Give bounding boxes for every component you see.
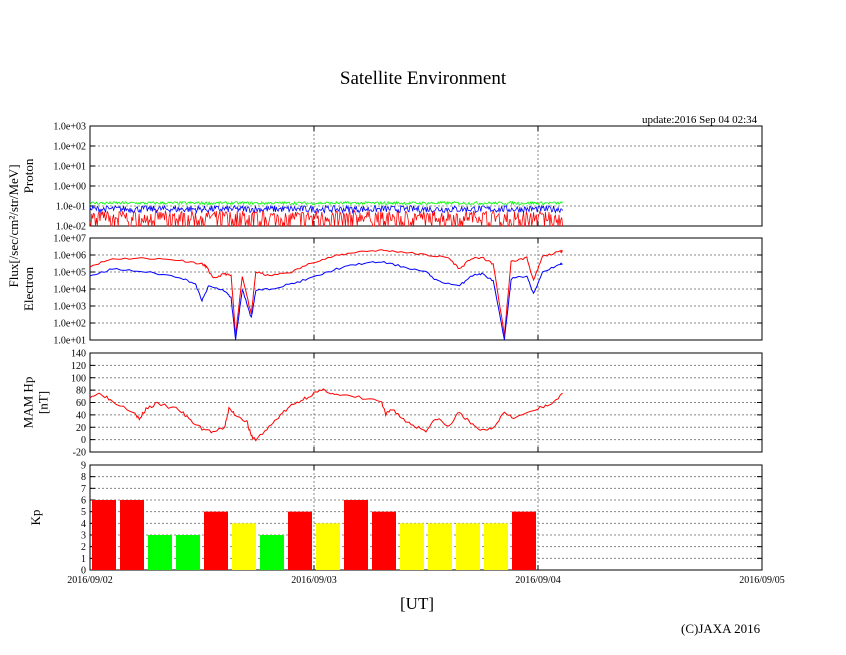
mam-hp-series [89, 388, 563, 442]
electron-ytick-label: 1.0e+07 [53, 234, 86, 245]
proton-ytick-label: 1.0e-01 [56, 202, 86, 213]
proton-series-red [89, 208, 563, 227]
kp-bar [344, 500, 368, 570]
proton-series-green [89, 200, 563, 206]
kp-xtick-label: 2016/09/03 [291, 575, 337, 586]
mam_hp-ytick-label: 60 [76, 398, 86, 409]
mam_hp-ylabel: MAM Hp [21, 377, 36, 429]
kp-bar [456, 523, 480, 570]
proton-panel: 1.0e-02 1.0e-01 1.0e+00 1.0e+01 1.0e+02 1.0e+… [53, 122, 763, 233]
kp-bar [512, 511, 536, 570]
copyright-credit: (C)JAXA 2016 [681, 621, 761, 636]
kp-xtick-label: 2016/09/02 [67, 575, 113, 586]
mam_hp-ytick-label: 140 [71, 349, 86, 360]
flux-ylabel: Flux[/sec/cm²/str/MeV] [6, 164, 21, 287]
kp-bar [260, 535, 284, 570]
kp-ytick-label: 6 [81, 496, 86, 507]
kp-bar [204, 511, 228, 570]
electron-ytick-label: 1.0e+03 [53, 302, 86, 313]
electron-ytick-label: 1.0e+01 [53, 336, 86, 347]
proton-ytick-label: 1.0e+00 [53, 182, 86, 193]
electron-panel: 1.0e+01 1.0e+02 1.0e+03 1.0e+04 1.0e+05 1.0e+… [53, 234, 763, 347]
mam_hp-ytick-label: 40 [76, 410, 86, 421]
kp-ytick-label: 3 [81, 531, 86, 542]
proton-ytick-label: 1.0e+03 [53, 122, 86, 133]
mam_hp-ytick-label: 120 [71, 361, 86, 372]
mam_hp-ytick-label: 0 [81, 435, 86, 446]
kp-ytick-label: 4 [81, 519, 86, 530]
kp-bar [176, 535, 200, 570]
kp-ytick-label: 7 [81, 484, 86, 495]
kp-ytick-label: 0 [81, 566, 86, 577]
kp-bar [120, 500, 144, 570]
kp-bar [372, 511, 396, 570]
electron-ytick-label: 1.0e+06 [53, 251, 86, 262]
electron-ytick-label: 1.0e+02 [53, 319, 86, 330]
electron-ylabel: Electron [21, 266, 36, 311]
mam_hp-ytick-label: -20 [73, 448, 86, 459]
mam_hp-frame [89, 352, 763, 453]
proton-ytick-label: 1.0e+02 [53, 142, 86, 153]
mam_hp-ytick-label: 20 [76, 423, 86, 434]
kp-ytick-label: 2 [81, 542, 86, 553]
kp-ylabel: Kp [28, 510, 43, 526]
kp-ytick-label: 8 [81, 472, 86, 483]
kp-bar [316, 523, 340, 570]
proton-ytick-label: 1.0e-02 [56, 222, 86, 233]
electron-frame [89, 237, 763, 341]
proton-ylabel: Proton [21, 158, 36, 193]
electron-ytick-label: 1.0e+04 [53, 285, 86, 296]
kp-xtick-label: 2016/09/05 [739, 575, 785, 586]
kp-bar [400, 523, 424, 570]
mam_hp-ytick-label: 80 [76, 386, 86, 397]
kp-bar [288, 511, 312, 570]
kp-bar [428, 523, 452, 570]
kp-bar [484, 523, 508, 570]
kp-ytick-label: 1 [81, 554, 86, 565]
x-axis-unit-label: [UT] [400, 594, 434, 613]
kp-bar [92, 500, 116, 570]
kp-bar [148, 535, 172, 570]
kp-ytick-label: 5 [81, 507, 86, 518]
kp-frame [89, 464, 763, 571]
proton-frame [89, 125, 763, 227]
proton-ytick-label: 1.0e+01 [53, 162, 86, 173]
update-timestamp: update:2016 Sep 04 02:34 [642, 114, 758, 126]
electron-series-red [89, 249, 563, 336]
kp-bar [232, 523, 256, 570]
electron-ytick-label: 1.0e+05 [53, 268, 86, 279]
kp-ytick-label: 9 [81, 461, 86, 472]
mam_hp-ytick-label: 100 [71, 373, 86, 384]
electron-series-blue [89, 261, 563, 340]
chart-title: Satellite Environment [339, 68, 507, 89]
kp-xtick-label: 2016/09/04 [515, 575, 561, 586]
mam_hp-ylabel: [nT] [36, 391, 51, 414]
proton-series-blue [89, 204, 563, 215]
